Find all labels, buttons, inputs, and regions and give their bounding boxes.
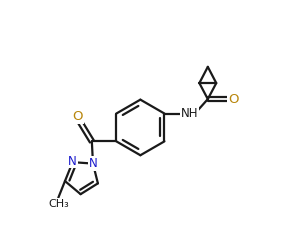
Text: O: O bbox=[228, 92, 239, 106]
Text: NH: NH bbox=[181, 107, 198, 120]
Text: N: N bbox=[68, 154, 77, 168]
Text: CH₃: CH₃ bbox=[48, 199, 69, 209]
Text: N: N bbox=[88, 157, 97, 170]
Text: O: O bbox=[73, 110, 83, 123]
